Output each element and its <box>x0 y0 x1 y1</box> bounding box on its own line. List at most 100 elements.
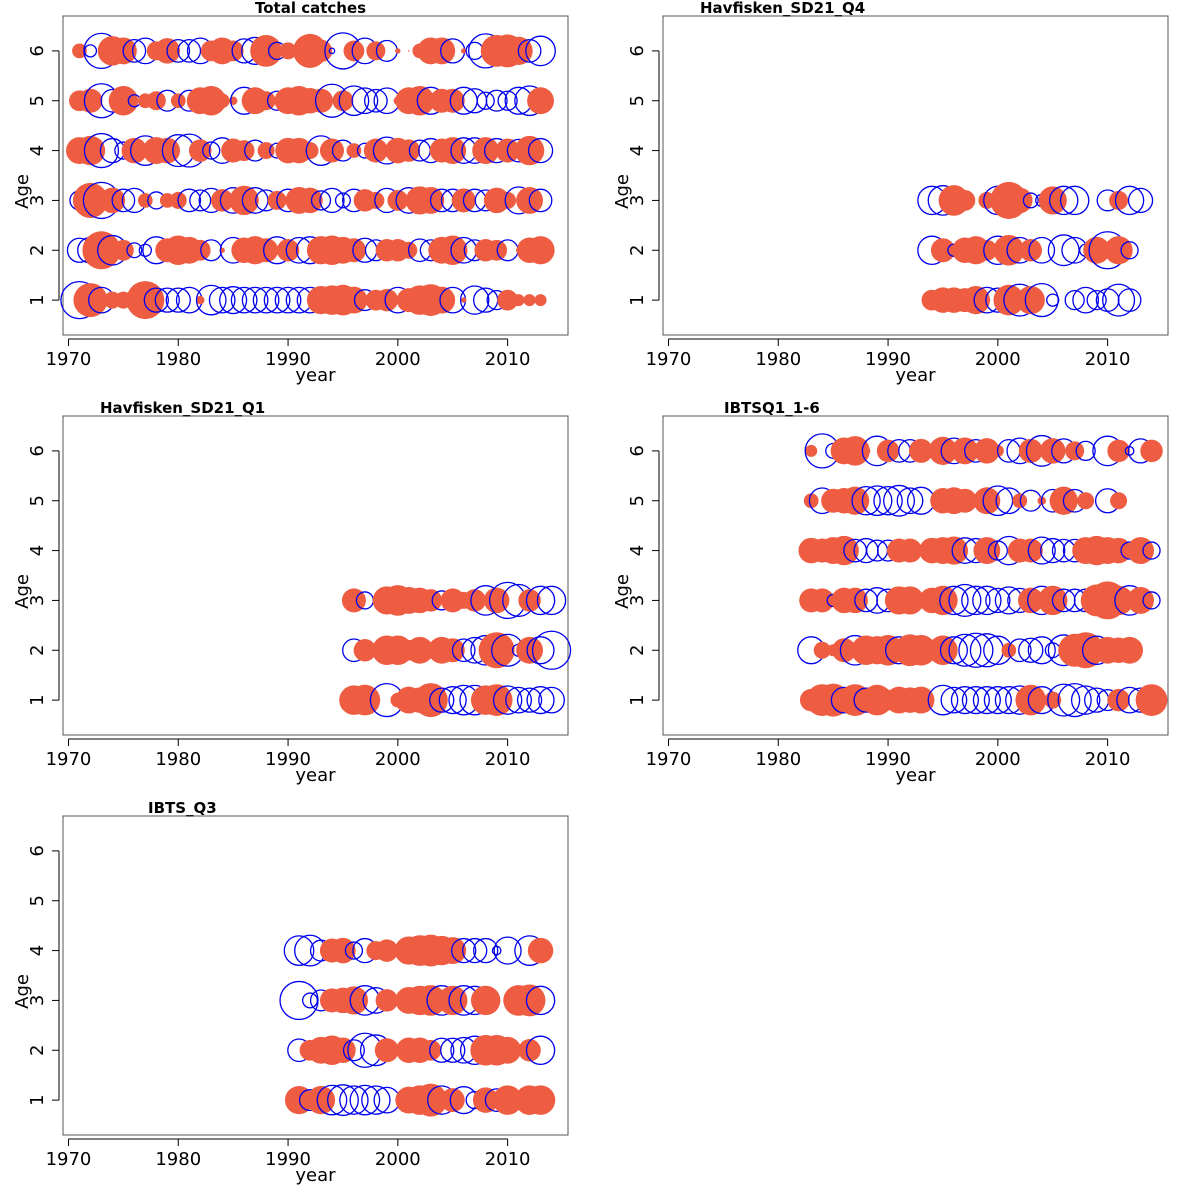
bubble-positive <box>810 588 835 613</box>
x-tick-label: 2010 <box>1085 349 1131 370</box>
bubble-negative <box>1047 683 1081 717</box>
bubble-positive <box>523 294 536 307</box>
bubble-positive <box>803 493 819 509</box>
bubble-negative <box>492 685 523 715</box>
bubbles <box>60 32 556 320</box>
bubble-positive <box>126 281 165 320</box>
bubble-positive <box>1077 492 1095 510</box>
bubble-positive <box>440 88 465 113</box>
bubble-negative <box>538 686 565 714</box>
bubble-positive <box>73 283 108 318</box>
bubble-positive <box>121 137 148 164</box>
bubble-negative <box>328 47 336 55</box>
y-tick-label: 1 <box>27 294 48 305</box>
bubble-negative <box>1117 288 1142 312</box>
bubble-negative <box>177 39 202 63</box>
bubble-negative <box>316 1084 348 1116</box>
bubble-negative <box>1095 288 1120 312</box>
bubble-negative <box>983 686 1012 715</box>
bubble-positive <box>254 238 279 263</box>
x-tick-label: 1990 <box>265 749 311 770</box>
bubble-positive <box>805 444 818 457</box>
bubble-positive <box>1018 538 1043 563</box>
bubble-positive <box>961 286 990 315</box>
bubble-positive <box>1015 684 1047 716</box>
bubble-negative <box>493 936 522 965</box>
bubble-positive <box>1067 632 1104 669</box>
bubble-negative <box>279 980 319 1021</box>
bubble-negative <box>517 39 542 63</box>
bubble-positive <box>516 636 544 664</box>
bubble-negative <box>1040 537 1066 564</box>
y-tick-label: 3 <box>627 595 648 606</box>
bubble-positive <box>527 87 554 115</box>
bubble-positive <box>439 137 467 165</box>
x-tick-label: 2010 <box>485 1149 531 1170</box>
y-tick-label: 2 <box>627 645 648 656</box>
bubble-positive <box>525 1085 556 1115</box>
bubble-negative <box>1120 241 1139 260</box>
bubble-positive <box>154 137 181 164</box>
bubble-positive <box>513 984 546 1017</box>
bubble-negative <box>516 687 543 713</box>
bubble-positive <box>375 288 399 312</box>
bubble-negative <box>319 187 345 214</box>
panel-havfisken-sd21-q4: Havfisken_SD21_Q4 1970 1980 1990 2000 2010 yea… <box>612 0 1169 386</box>
x-tick-label: 1990 <box>865 749 911 770</box>
bubble-negative <box>1142 541 1161 560</box>
bubble-positive <box>256 91 276 111</box>
bubble-negative <box>1072 286 1100 314</box>
panel-havfisken-sd21-q1: Havfisken_SD21_Q1 1970 1980 1990 2000 2010 yea… <box>12 399 572 786</box>
plot-frame <box>62 415 569 736</box>
bubble-positive <box>872 634 904 666</box>
bubble-positive <box>1016 286 1045 315</box>
bubble-negative <box>351 87 379 115</box>
bubble-positive <box>195 295 205 305</box>
y-tick-label: 6 <box>627 445 648 456</box>
bubble-positive <box>1038 186 1067 215</box>
plot-frame <box>62 815 569 1136</box>
x-axis-label: year <box>895 365 936 386</box>
bubble-positive <box>897 538 923 563</box>
x-tick-label: 1980 <box>155 349 201 370</box>
bubble-positive <box>1140 439 1163 463</box>
bubble-negative <box>339 1085 369 1115</box>
y-tick-label: 5 <box>627 95 648 106</box>
bubble-positive <box>196 86 226 116</box>
x-tick-label: 2000 <box>375 749 421 770</box>
bubble-negative <box>526 686 555 715</box>
y-tick-label: 6 <box>27 445 48 456</box>
panel-title: Total catches <box>255 0 366 17</box>
x-tick-label: 1970 <box>646 749 692 770</box>
y-tick-label: 2 <box>27 245 48 256</box>
bubble-negative <box>302 992 319 1009</box>
bubble-positive <box>973 487 1001 515</box>
y-tick-label: 4 <box>627 545 648 556</box>
panel-ibts-q3: IBTS_Q3 1970 1980 1990 2000 2010 year 1 2 3 4 5 6 Age <box>12 799 569 1186</box>
bubble-positive <box>419 589 443 612</box>
bubble-negative <box>972 686 1001 715</box>
bubble-negative <box>1027 636 1056 665</box>
y-tick-label: 1 <box>627 694 648 705</box>
bubble-negative <box>950 686 979 715</box>
panel-total-catches: Total catches 1970 1980 1990 2000 2010 year 1 2 3… <box>12 0 569 386</box>
bubble-positive <box>512 294 525 307</box>
bubble-positive <box>341 588 366 613</box>
bubble-positive <box>1007 187 1033 214</box>
bubble-negative <box>939 636 969 665</box>
x-tick-label: 2000 <box>975 349 1021 370</box>
bubble-negative <box>1047 234 1080 267</box>
y-tick-label: 2 <box>27 1045 48 1056</box>
bubble-negative <box>940 686 968 714</box>
bubble-negative <box>497 90 518 111</box>
bubble-negative <box>883 484 916 517</box>
bubble-positive <box>188 139 212 162</box>
bubble-negative <box>326 1084 359 1117</box>
bubble-negative <box>505 686 532 714</box>
bubble-positive <box>297 187 323 214</box>
bubble-negative <box>338 85 370 117</box>
y-tick-label: 2 <box>27 645 48 656</box>
bubble-positive <box>279 42 297 60</box>
bubble-negative <box>122 39 147 63</box>
bubble-negative <box>361 1085 391 1115</box>
